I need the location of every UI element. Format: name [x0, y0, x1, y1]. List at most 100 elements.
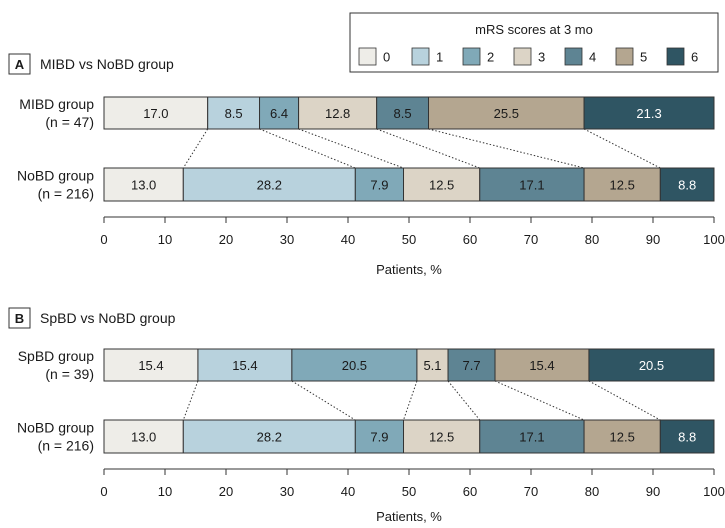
data-label: 12.8	[325, 106, 350, 121]
bar-segment	[298, 96, 378, 130]
x-tick-label: 100	[703, 484, 725, 499]
bar-segment	[207, 96, 261, 130]
panel-letter-box	[8, 53, 31, 75]
connector-line	[588, 380, 661, 421]
connector-line	[376, 128, 480, 169]
bar-segment	[479, 167, 585, 202]
panel-letter: A	[15, 57, 25, 72]
row-sublabel: (n = 47)	[45, 114, 94, 130]
panel-letter-box	[8, 307, 31, 329]
connector-line	[298, 128, 404, 169]
data-label: 28.2	[257, 430, 282, 445]
data-label: 17.1	[519, 178, 544, 193]
x-tick-label: 10	[158, 232, 172, 247]
data-label: 15.4	[529, 358, 554, 373]
bar-segment	[479, 419, 585, 454]
legend-label-5: 5	[640, 50, 647, 65]
x-tick-label: 90	[646, 232, 660, 247]
data-label: 8.5	[225, 106, 243, 121]
bar-segment	[103, 419, 184, 454]
connector-line	[291, 380, 356, 421]
bar-segment	[103, 167, 184, 202]
data-label: 12.5	[610, 178, 635, 193]
x-tick-label: 0	[100, 484, 107, 499]
legend-swatch-4	[564, 47, 583, 66]
bar-segment	[659, 167, 715, 202]
bar-segment	[583, 167, 661, 202]
bar-segment	[103, 348, 199, 382]
row-label: SpBD group	[18, 348, 94, 364]
x-tick-label: 20	[219, 232, 233, 247]
connector-line	[259, 128, 356, 169]
connector-line	[182, 380, 199, 421]
legend-label-3: 3	[538, 50, 545, 65]
row-label: NoBD group	[17, 168, 94, 184]
data-label: 7.9	[370, 430, 388, 445]
legend-swatch-5	[615, 47, 634, 66]
data-label: 20.5	[639, 358, 664, 373]
data-label: 7.9	[370, 178, 388, 193]
x-tick-label: 50	[402, 484, 416, 499]
legend-title: mRS scores at 3 mo	[475, 22, 593, 37]
bar-segment	[376, 96, 430, 130]
legend-swatch-2	[462, 47, 481, 66]
bar-segment	[354, 167, 405, 202]
data-label: 7.7	[462, 358, 480, 373]
row-sublabel: (n = 39)	[45, 366, 94, 382]
bar-segment	[588, 348, 715, 382]
data-label: 12.5	[429, 178, 454, 193]
bar-segment	[197, 348, 293, 382]
data-label: 12.5	[610, 430, 635, 445]
x-tick-label: 60	[463, 484, 477, 499]
bar-segment	[182, 419, 356, 454]
panel-A: A MIBD vs NoBD group MIBD group (n = 47) 17.…	[8, 53, 725, 277]
data-label: 17.0	[143, 106, 168, 121]
x-tick-label: 0	[100, 232, 107, 247]
bar-segment	[259, 96, 300, 130]
legend-label-2: 2	[487, 50, 494, 65]
legend: mRS scores at 3 mo 0 1 2 3 4 5 6	[349, 12, 719, 73]
bar-segment	[103, 96, 209, 130]
x-tick-label: 60	[463, 232, 477, 247]
bar-segment	[416, 348, 449, 382]
bar-segment	[403, 419, 481, 454]
x-tick-label: 50	[402, 232, 416, 247]
connector-line	[447, 380, 481, 421]
bar-segment	[291, 348, 418, 382]
data-label: 5.1	[423, 358, 441, 373]
x-tick-label: 90	[646, 484, 660, 499]
row-label: MIBD group	[19, 96, 94, 112]
x-tick-label: 70	[524, 484, 538, 499]
data-label: 8.5	[394, 106, 412, 121]
data-label: 20.5	[342, 358, 367, 373]
row-label: NoBD group	[17, 420, 94, 436]
x-tick-label: 100	[703, 232, 725, 247]
data-label: 12.5	[429, 430, 454, 445]
panel-title: MIBD vs NoBD group	[40, 56, 174, 72]
x-tick-label: 80	[585, 232, 599, 247]
bar-segment	[182, 167, 356, 202]
bar-segment	[494, 348, 590, 382]
legend-swatch-3	[513, 47, 532, 66]
data-label: 8.8	[678, 430, 696, 445]
data-label: 15.4	[138, 358, 163, 373]
connector-line	[583, 128, 661, 169]
row-sublabel: (n = 216)	[38, 438, 94, 454]
x-tick-label: 40	[341, 484, 355, 499]
x-tick-label: 70	[524, 232, 538, 247]
bar-segment	[354, 419, 405, 454]
connector-line	[182, 128, 209, 169]
x-tick-label: 30	[280, 232, 294, 247]
connector-line	[403, 380, 418, 421]
data-label: 25.5	[494, 106, 519, 121]
data-label: 6.4	[270, 106, 288, 121]
bar-segment	[659, 419, 715, 454]
panel-B: B SpBD vs NoBD group SpBD group (n = 39) 15.…	[8, 307, 725, 524]
x-tick-label: 80	[585, 484, 599, 499]
bar-segment	[583, 96, 715, 130]
connector-line	[428, 128, 585, 169]
data-label: 17.1	[519, 430, 544, 445]
legend-swatch-0	[358, 47, 377, 66]
x-tick-label: 40	[341, 232, 355, 247]
legend-box	[349, 12, 719, 73]
